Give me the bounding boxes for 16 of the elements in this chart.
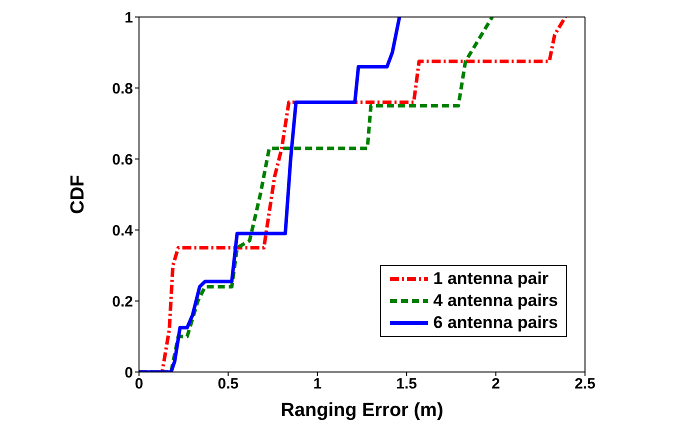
x-tick-label: 1: [313, 376, 322, 393]
x-axis-title: Ranging Error (m): [280, 400, 444, 421]
y-tick-label: 0.4: [112, 222, 134, 240]
y-tick-label: 0.2: [112, 293, 133, 310]
legend-label: 1 antenna pair: [433, 268, 549, 290]
y-tick-label: 0: [124, 364, 133, 382]
legend-label: 4 antenna pairs: [433, 290, 558, 312]
y-tick-label: 0.8: [112, 80, 133, 98]
y-axis-title: CDF: [68, 174, 89, 214]
x-tick-label: 2.5: [574, 376, 596, 393]
x-tick-label: 2: [492, 376, 500, 393]
x-tick-label: 0.5: [218, 376, 239, 393]
x-tick-label: 1.5: [396, 376, 418, 393]
legend-label: 6 antenna pairs: [433, 312, 558, 334]
y-tick-label: 0.6: [112, 151, 133, 168]
y-tick-label: 1: [124, 9, 133, 26]
